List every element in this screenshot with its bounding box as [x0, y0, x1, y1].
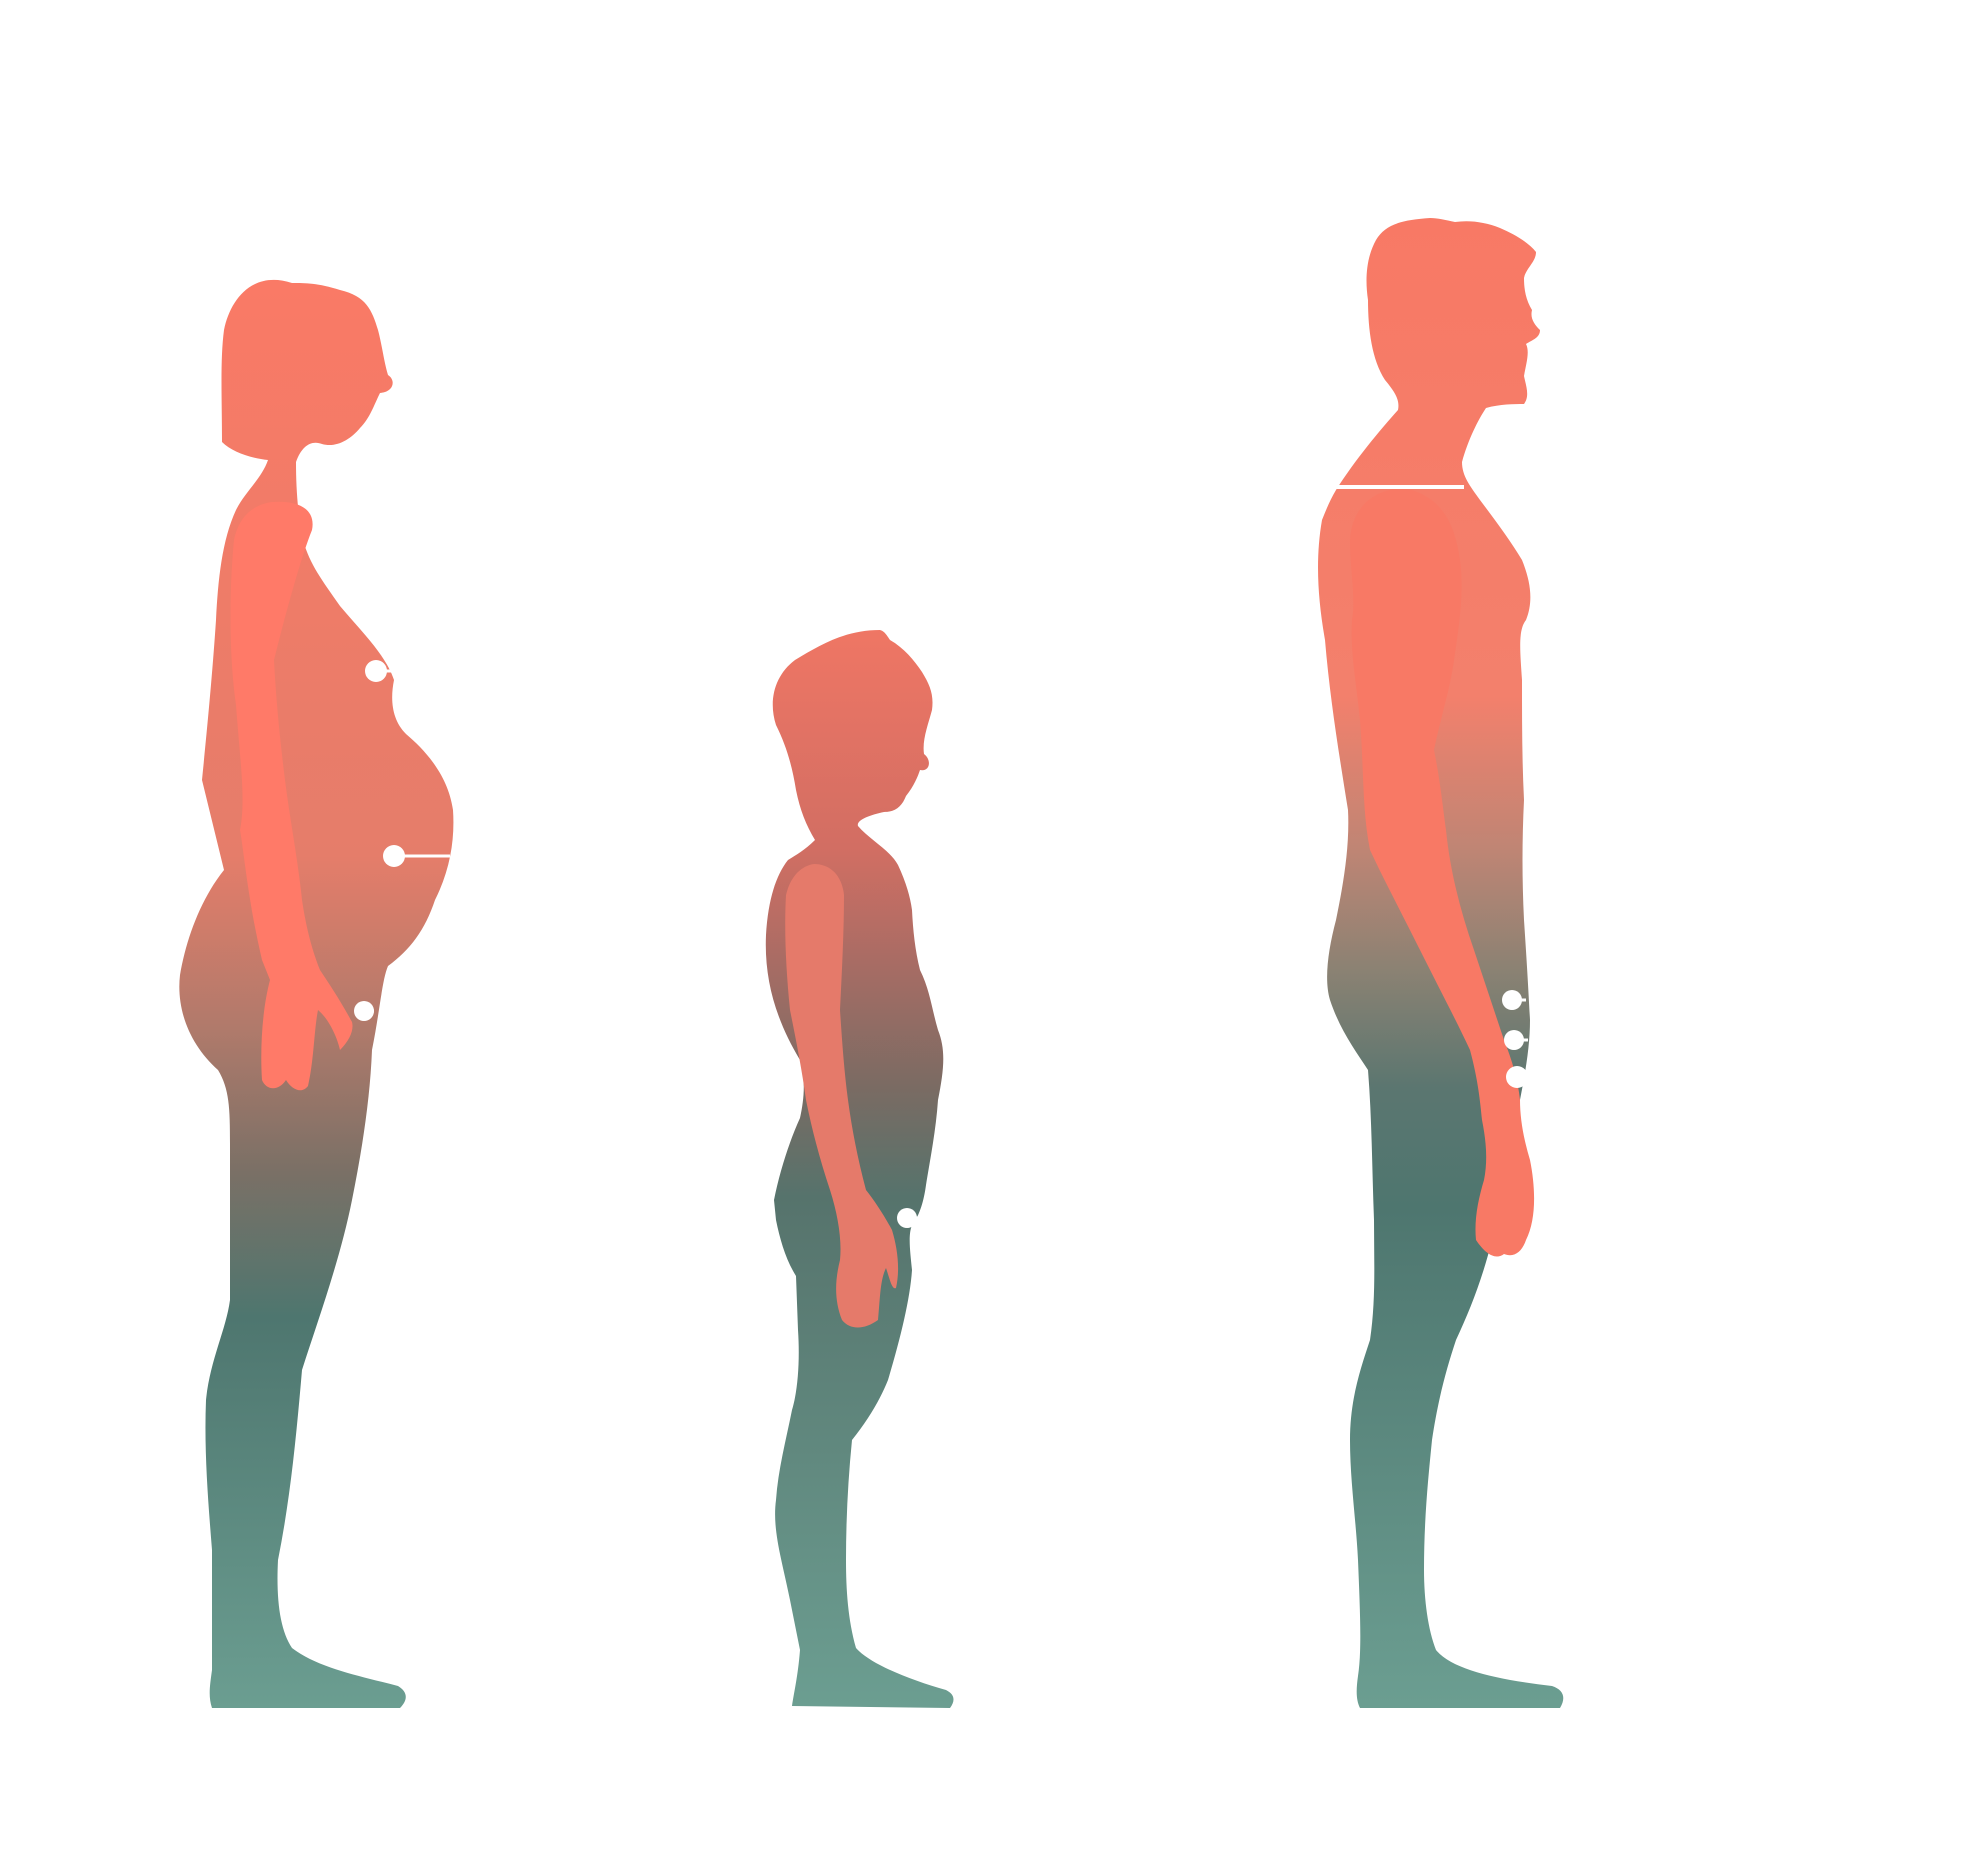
- belly-marker-dot: [383, 845, 405, 867]
- man-figure: [1318, 218, 1564, 1708]
- man-arm: [1350, 488, 1535, 1257]
- pregnant-woman-figure: [179, 279, 454, 1709]
- pregnant-woman-arm: [230, 501, 353, 1091]
- waist-marker-dot: [1502, 990, 1522, 1010]
- child-figure: [765, 630, 954, 1708]
- pregnant-woman-markers: [354, 660, 450, 1021]
- child-markers: [897, 1208, 918, 1228]
- man-markers: [1328, 485, 1532, 1088]
- bust-marker-dot: [365, 660, 387, 682]
- hip-marker-dot: [354, 1001, 374, 1021]
- child-waist-marker-dot: [897, 1208, 917, 1228]
- hip-upper-marker-dot: [1504, 1030, 1524, 1050]
- child-arm: [785, 864, 899, 1328]
- hip-lower-marker-dot: [1506, 1066, 1528, 1088]
